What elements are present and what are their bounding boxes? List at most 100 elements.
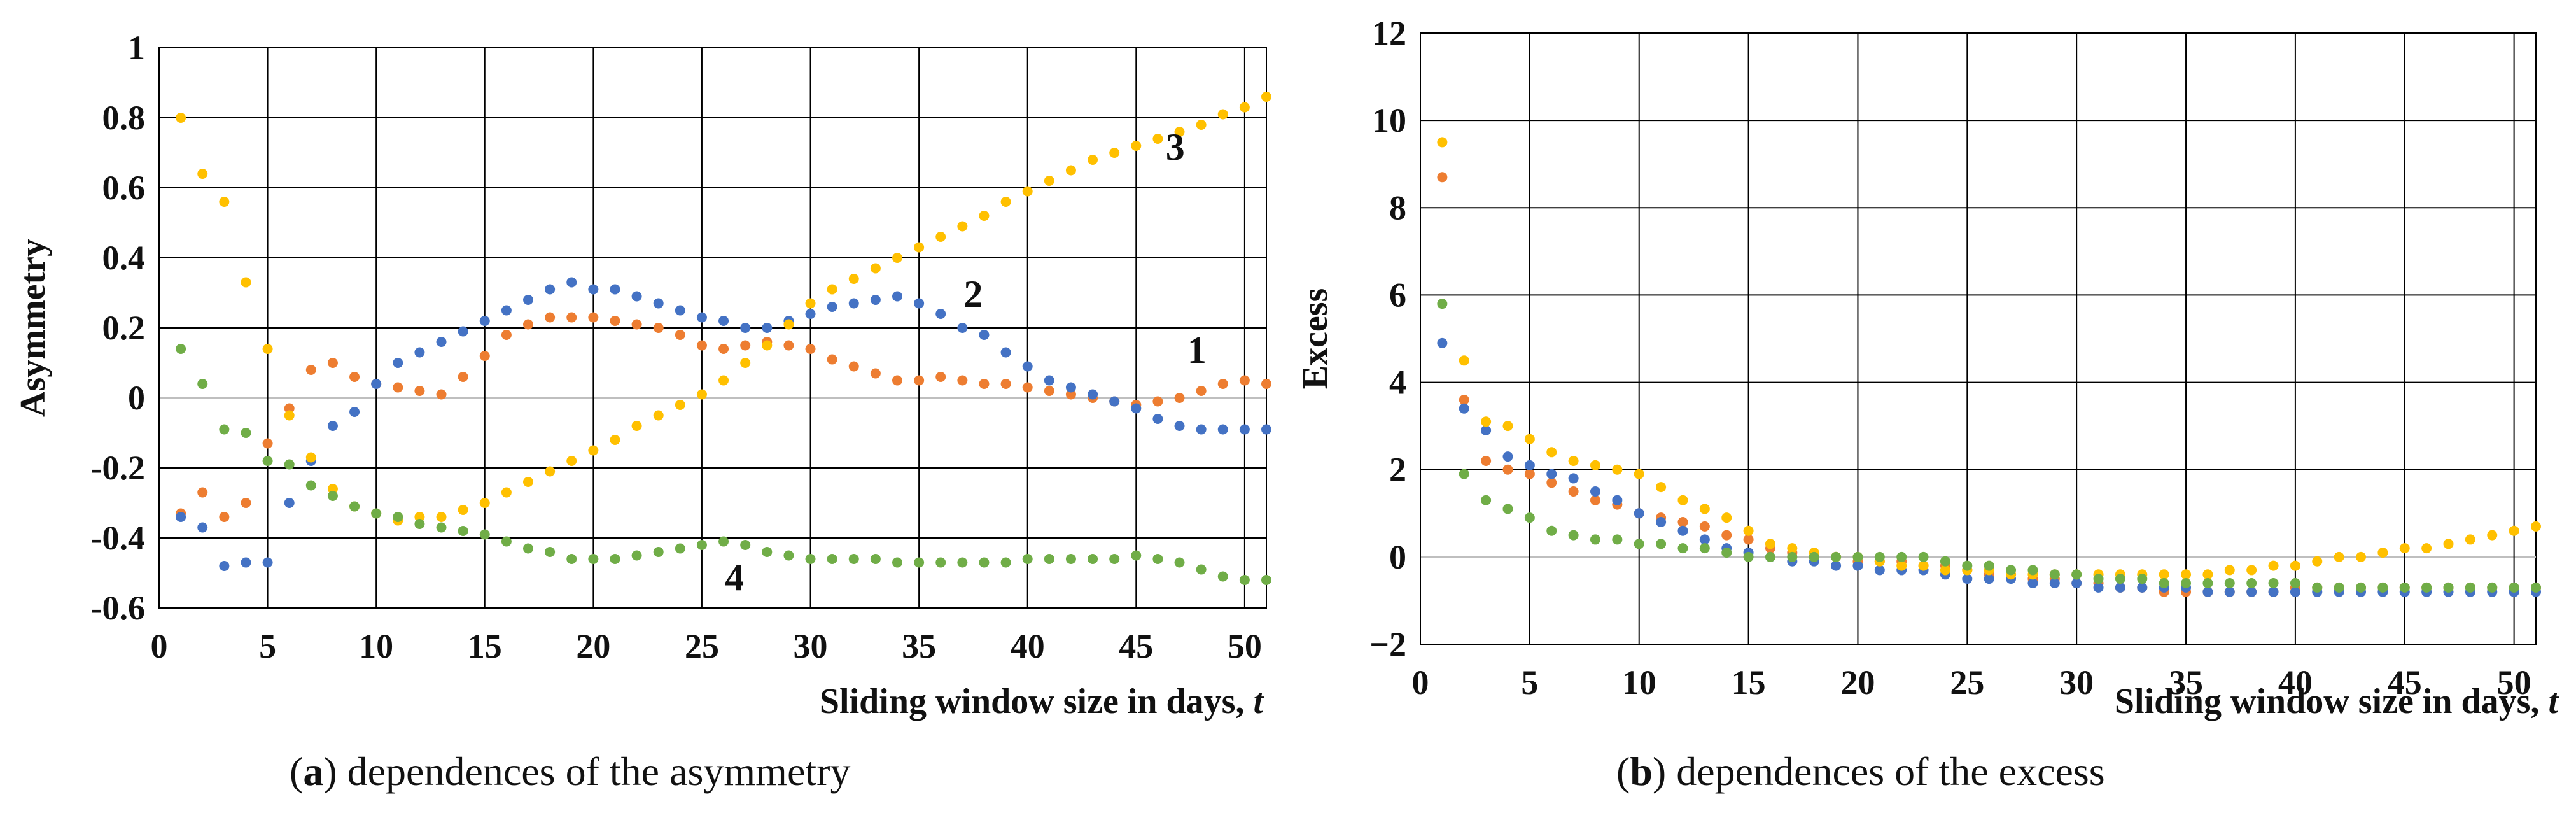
data-point bbox=[2531, 582, 2541, 593]
x-tick-label: 15 bbox=[468, 627, 502, 665]
data-point bbox=[1022, 382, 1033, 393]
data-point bbox=[935, 557, 946, 568]
data-point bbox=[1022, 186, 1033, 197]
data-point bbox=[523, 295, 533, 305]
data-point bbox=[1481, 416, 1492, 427]
data-point bbox=[1239, 575, 1250, 585]
data-point bbox=[1196, 120, 1207, 130]
data-point bbox=[414, 347, 425, 358]
data-point bbox=[1022, 554, 1033, 564]
data-point bbox=[2224, 565, 2235, 576]
data-point bbox=[2071, 569, 2082, 580]
data-point bbox=[1590, 486, 1600, 497]
data-point bbox=[1590, 534, 1600, 545]
data-point bbox=[371, 379, 382, 389]
data-point bbox=[2027, 578, 2038, 588]
data-point bbox=[1677, 517, 1688, 527]
data-point bbox=[523, 543, 533, 554]
data-point bbox=[2487, 530, 2498, 541]
data-point bbox=[2377, 548, 2388, 558]
data-point bbox=[892, 557, 902, 568]
data-point bbox=[892, 375, 902, 386]
y-tick-label: 8 bbox=[1389, 188, 1406, 227]
data-point bbox=[2268, 578, 2279, 588]
data-point bbox=[805, 344, 816, 354]
data-point bbox=[892, 253, 902, 263]
data-point bbox=[2443, 582, 2454, 593]
data-point bbox=[523, 477, 533, 487]
data-point bbox=[1152, 554, 1163, 564]
data-point bbox=[610, 316, 620, 326]
data-point bbox=[393, 512, 403, 522]
x-tick-label: 5 bbox=[259, 627, 276, 665]
data-point bbox=[1152, 414, 1163, 424]
data-point bbox=[2202, 569, 2213, 580]
data-point bbox=[696, 312, 707, 323]
data-point bbox=[2443, 539, 2454, 549]
data-point bbox=[2202, 578, 2213, 588]
data-point bbox=[1852, 560, 1863, 571]
data-point bbox=[2202, 586, 2213, 597]
data-point bbox=[805, 298, 816, 309]
data-point bbox=[957, 557, 968, 568]
data-point bbox=[957, 323, 968, 333]
data-point bbox=[176, 113, 186, 123]
data-point bbox=[827, 284, 837, 295]
data-point bbox=[1809, 551, 1819, 562]
data-point bbox=[2356, 582, 2367, 593]
data-point bbox=[1261, 575, 1271, 585]
data-point bbox=[262, 438, 273, 449]
data-point bbox=[1022, 361, 1033, 372]
data-point bbox=[2290, 560, 2300, 571]
data-point bbox=[870, 295, 881, 305]
x-axis-label: Sliding window size in days, t bbox=[2115, 682, 2559, 721]
data-point bbox=[2465, 582, 2475, 593]
data-point bbox=[718, 536, 729, 547]
data-point bbox=[631, 421, 642, 431]
data-point bbox=[284, 459, 295, 470]
x-tick-label: 15 bbox=[1732, 663, 1766, 702]
data-point bbox=[957, 221, 968, 232]
data-point bbox=[1065, 165, 1076, 176]
data-point bbox=[1481, 456, 1492, 466]
data-point bbox=[1088, 554, 1098, 564]
data-point bbox=[1261, 424, 1271, 435]
data-point bbox=[1000, 379, 1011, 389]
data-point bbox=[262, 344, 273, 354]
data-point bbox=[1044, 375, 1054, 386]
data-point bbox=[1239, 424, 1250, 435]
data-point bbox=[1131, 550, 1142, 561]
data-point bbox=[327, 421, 338, 431]
data-point bbox=[610, 284, 620, 295]
data-point bbox=[219, 197, 230, 207]
series-annotation: 1 bbox=[1187, 329, 1207, 371]
data-point bbox=[1217, 424, 1228, 435]
data-point bbox=[1196, 424, 1207, 435]
data-point bbox=[241, 428, 251, 438]
data-point bbox=[219, 561, 230, 571]
data-point bbox=[1502, 451, 1513, 462]
data-point bbox=[1918, 560, 1929, 571]
y-tick-label: 1 bbox=[128, 29, 145, 67]
data-point bbox=[305, 452, 316, 463]
y-tick-label: 0.2 bbox=[102, 309, 146, 347]
x-tick-label: 40 bbox=[1011, 627, 1045, 665]
data-point bbox=[696, 540, 707, 550]
data-point bbox=[2421, 582, 2432, 593]
data-point bbox=[1065, 554, 1076, 564]
data-point bbox=[284, 410, 295, 421]
data-point bbox=[914, 298, 925, 309]
data-point bbox=[566, 554, 577, 564]
data-point bbox=[1634, 508, 1644, 519]
data-point bbox=[1787, 551, 1798, 562]
data-point bbox=[219, 512, 230, 522]
data-point bbox=[1765, 539, 1775, 549]
data-point bbox=[848, 298, 859, 309]
data-point bbox=[610, 554, 620, 564]
data-point bbox=[1502, 421, 1513, 432]
data-point bbox=[870, 554, 881, 564]
data-point bbox=[2312, 556, 2323, 567]
data-point bbox=[2268, 560, 2279, 571]
data-point bbox=[284, 403, 295, 414]
data-point bbox=[653, 547, 664, 557]
